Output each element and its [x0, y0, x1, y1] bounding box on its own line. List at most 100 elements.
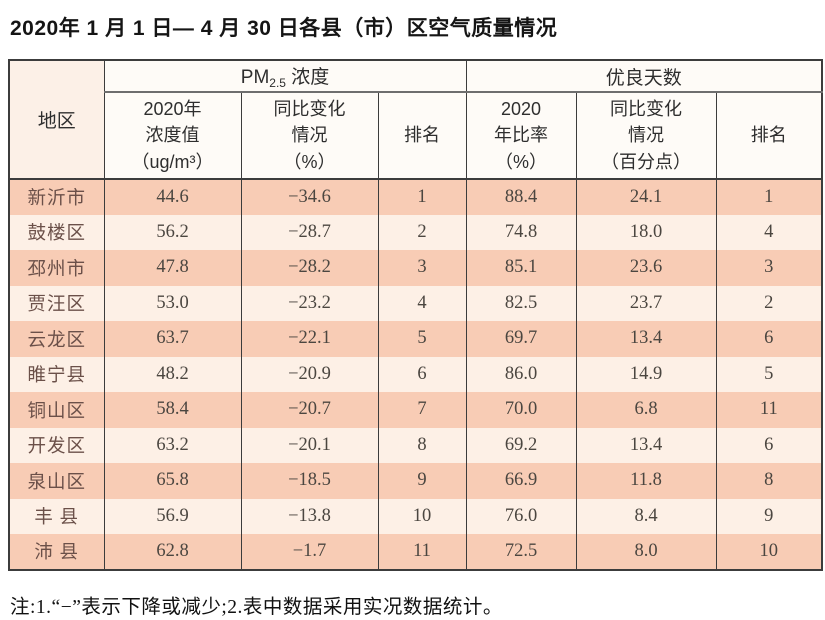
- table-row: 铜山区 58.4 −20.7 7 70.0 6.8 11: [8, 392, 823, 428]
- air-quality-table: 地区 PM2.5 浓度 优良天数 2020年 浓度值 （ug/m³） 同比变化 …: [8, 59, 824, 571]
- table-row: 鼓楼区 56.2 −28.7 2 74.8 18.0 4: [8, 214, 823, 250]
- cell-region: 鼓楼区: [8, 214, 105, 250]
- cell-region: 泉山区: [8, 463, 105, 499]
- cell-pm25-value: 65.8: [103, 463, 242, 499]
- col-header-pm25-rank: 排名: [377, 92, 467, 180]
- cell-good-rank: 8: [715, 463, 823, 499]
- cell-good-rate: 82.5: [465, 285, 577, 321]
- table-row: 新沂市 44.6 −34.6 1 88.4 24.1 1: [8, 179, 823, 215]
- cell-pm25-value: 63.7: [103, 321, 242, 357]
- cell-pm25-change: −22.1: [240, 321, 379, 357]
- cell-good-rank: 9: [715, 498, 823, 534]
- cell-good-rate: 69.7: [465, 321, 577, 357]
- cell-pm25-change: −28.2: [240, 250, 379, 286]
- cell-good-change: 24.1: [575, 179, 717, 215]
- cell-good-rank: 4: [715, 214, 823, 250]
- cell-region: 沛 县: [8, 534, 105, 570]
- group-header-pm25: PM2.5 浓度: [103, 60, 467, 93]
- col-header-pm25-value: 2020年 浓度值 （ug/m³）: [103, 92, 242, 180]
- cell-region: 新沂市: [8, 179, 105, 215]
- col-header-pm25-change: 同比变化 情况 （%）: [240, 92, 379, 180]
- col-header-good-rate: 2020 年比率 （%）: [465, 92, 577, 180]
- cell-good-rate: 86.0: [465, 356, 577, 392]
- cell-pm25-value: 56.9: [103, 498, 242, 534]
- table-row: 邳州市 47.8 −28.2 3 85.1 23.6 3: [8, 250, 823, 286]
- cell-pm25-rank: 8: [377, 427, 467, 463]
- cell-good-rate: 74.8: [465, 214, 577, 250]
- cell-pm25-change: −23.2: [240, 285, 379, 321]
- cell-good-rank: 2: [715, 285, 823, 321]
- cell-pm25-value: 58.4: [103, 392, 242, 428]
- group-header-good-days: 优良天数: [465, 60, 823, 93]
- cell-good-rank: 5: [715, 356, 823, 392]
- cell-region: 睢宁县: [8, 356, 105, 392]
- cell-good-change: 13.4: [575, 321, 717, 357]
- footnote: 注:1.“−”表示下降或减少;2.表中数据采用实况数据统计。: [10, 596, 503, 618]
- cell-good-rate: 66.9: [465, 463, 577, 499]
- cell-good-rank: 6: [715, 427, 823, 463]
- cell-pm25-value: 44.6: [103, 179, 242, 215]
- table-row: 贾汪区 53.0 −23.2 4 82.5 23.7 2: [8, 285, 823, 321]
- table-row: 丰 县 56.9 −13.8 10 76.0 8.4 9: [8, 498, 823, 534]
- cell-pm25-rank: 6: [377, 356, 467, 392]
- cell-pm25-change: −18.5: [240, 463, 379, 499]
- cell-pm25-rank: 3: [377, 250, 467, 286]
- cell-region: 丰 县: [8, 498, 105, 534]
- cell-good-rate: 69.2: [465, 427, 577, 463]
- cell-pm25-change: −1.7: [240, 534, 379, 570]
- table-row: 沛 县 62.8 −1.7 11 72.5 8.0 10: [8, 534, 823, 570]
- cell-pm25-change: −28.7: [240, 214, 379, 250]
- cell-pm25-value: 47.8: [103, 250, 242, 286]
- cell-good-rank: 1: [715, 179, 823, 215]
- cell-region: 贾汪区: [8, 285, 105, 321]
- cell-pm25-rank: 2: [377, 214, 467, 250]
- cell-good-rate: 85.1: [465, 250, 577, 286]
- cell-region: 云龙区: [8, 321, 105, 357]
- cell-good-change: 6.8: [575, 392, 717, 428]
- cell-pm25-rank: 1: [377, 179, 467, 215]
- cell-region: 开发区: [8, 427, 105, 463]
- cell-pm25-rank: 5: [377, 321, 467, 357]
- cell-good-change: 14.9: [575, 356, 717, 392]
- cell-good-change: 13.4: [575, 427, 717, 463]
- table-body: 新沂市 44.6 −34.6 1 88.4 24.1 1 鼓楼区 56.2 −2…: [8, 179, 823, 570]
- cell-pm25-rank: 11: [377, 534, 467, 570]
- col-header-good-change: 同比变化 情况 （百分点）: [575, 92, 717, 180]
- cell-good-rank: 11: [715, 392, 823, 428]
- cell-pm25-change: −34.6: [240, 179, 379, 215]
- cell-pm25-rank: 10: [377, 498, 467, 534]
- pm25-label-prefix: PM: [240, 67, 270, 88]
- pm25-label-subscript: 2.5: [269, 76, 286, 90]
- cell-good-rank: 6: [715, 321, 823, 357]
- cell-region: 铜山区: [8, 392, 105, 428]
- cell-pm25-rank: 7: [377, 392, 467, 428]
- cell-good-rank: 10: [715, 534, 823, 570]
- cell-good-change: 8.4: [575, 498, 717, 534]
- cell-good-change: 18.0: [575, 214, 717, 250]
- cell-good-rate: 70.0: [465, 392, 577, 428]
- cell-good-rate: 76.0: [465, 498, 577, 534]
- table-row: 云龙区 63.7 −22.1 5 69.7 13.4 6: [8, 321, 823, 357]
- col-header-good-rank: 排名: [715, 92, 823, 180]
- page-title: 2020年 1 月 1 日— 4 月 30 日各县（市）区空气质量情况: [10, 17, 558, 40]
- pm25-label-suffix: 浓度: [285, 67, 330, 88]
- table-row: 泉山区 65.8 −18.5 9 66.9 11.8 8: [8, 463, 823, 499]
- cell-good-rate: 88.4: [465, 179, 577, 215]
- cell-pm25-change: −20.1: [240, 427, 379, 463]
- cell-pm25-change: −13.8: [240, 498, 379, 534]
- cell-good-change: 8.0: [575, 534, 717, 570]
- cell-pm25-value: 48.2: [103, 356, 242, 392]
- cell-good-rank: 3: [715, 250, 823, 286]
- cell-pm25-value: 53.0: [103, 285, 242, 321]
- cell-pm25-rank: 9: [377, 463, 467, 499]
- cell-pm25-value: 56.2: [103, 214, 242, 250]
- cell-pm25-rank: 4: [377, 285, 467, 321]
- cell-pm25-change: −20.7: [240, 392, 379, 428]
- cell-good-change: 23.7: [575, 285, 717, 321]
- cell-good-change: 23.6: [575, 250, 717, 286]
- col-header-region: 地区: [8, 60, 105, 180]
- cell-region: 邳州市: [8, 250, 105, 286]
- cell-pm25-change: −20.9: [240, 356, 379, 392]
- cell-pm25-value: 63.2: [103, 427, 242, 463]
